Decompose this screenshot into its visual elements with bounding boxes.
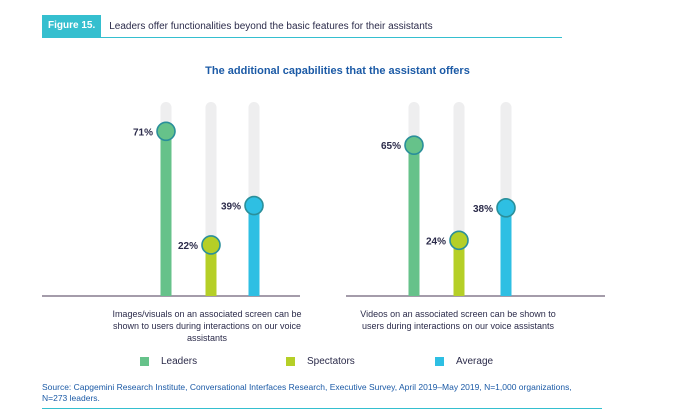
legend-swatch-average [435, 357, 444, 366]
data-label-average-1: 38% [473, 204, 493, 215]
figure-number: Figure 15. [42, 15, 102, 37]
bar-average-1 [500, 207, 512, 296]
marker-spectators-1 [449, 230, 469, 251]
legend-label-leaders: Leaders [161, 356, 198, 367]
category-label-images: Images/visuals on an associated screen c… [112, 309, 302, 343]
data-label-spectators-1: 24% [426, 236, 446, 247]
marker-leaders-0 [156, 121, 176, 142]
bar-leaders-1 [408, 145, 420, 296]
data-label-average-0: 39% [221, 202, 241, 213]
legend-item-spectators: Spectators [286, 356, 355, 367]
data-label-spectators-0: 22% [178, 241, 198, 252]
source-note: Source: Capgemini Research Institute, Co… [42, 382, 572, 403]
marker-leaders-1 [404, 135, 424, 155]
footer-divider [42, 408, 602, 409]
figure-title: Leaders offer functionalities beyond the… [109, 20, 433, 32]
category-label-videos: Videos on an associated screen can be sh… [360, 309, 556, 331]
legend-swatch-spectators [286, 357, 295, 366]
figure-header: Figure 15. Leaders offer functionalities… [42, 15, 433, 37]
chart-title: The additional capabilities that the ass… [205, 65, 470, 77]
legend-swatch-leaders [140, 357, 149, 366]
legend-label-average: Average [456, 356, 494, 367]
bar-spectators-1 [453, 240, 465, 296]
legend-item-leaders: Leaders [140, 356, 197, 367]
header-divider [42, 37, 562, 38]
data-label-leaders-1: 65% [381, 141, 401, 152]
bar-spectators-0 [205, 244, 217, 296]
legend-label-spectators: Spectators [307, 356, 355, 367]
marker-average-1 [496, 198, 516, 218]
data-label-leaders-0: 71% [133, 127, 153, 138]
bar-average-0 [248, 205, 260, 296]
legend-item-average: Average [435, 356, 493, 367]
bar-leaders-0 [160, 131, 172, 296]
marker-spectators-0 [201, 235, 221, 255]
marker-average-0 [244, 195, 264, 216]
